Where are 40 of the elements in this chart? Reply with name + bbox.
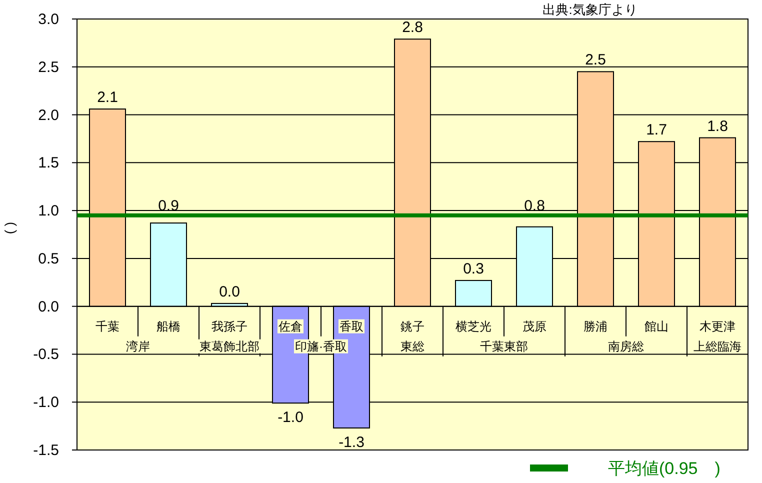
- y-tick-label: -0.5: [33, 346, 59, 364]
- x-tick-label: 船橋: [156, 319, 180, 334]
- x-tick-label: 館山: [644, 319, 668, 334]
- annotation: 東葛飾北部: [200, 339, 260, 354]
- x-tick-label: 勝浦: [584, 319, 608, 334]
- annotation: 上総臨海: [694, 339, 742, 354]
- data-label: -1.0: [278, 409, 304, 426]
- x-tick-label: 横芝光: [456, 319, 492, 334]
- y-tick-label: -1.5: [33, 442, 59, 459]
- annotation: 東総: [400, 339, 424, 354]
- data-label: 2.8: [402, 19, 423, 36]
- x-tick-label: 木更津: [700, 319, 736, 334]
- x-tick-label: 銚子: [400, 319, 424, 334]
- annotation: 千葉東部: [480, 339, 528, 354]
- y-axis-title: ( ): [2, 222, 17, 234]
- source-note: 出典:気象庁より: [542, 2, 638, 17]
- data-label: 0.3: [463, 260, 484, 278]
- data-label: 2.5: [585, 52, 606, 69]
- data-label: 1.7: [646, 122, 667, 139]
- data-label: -1.3: [338, 434, 364, 451]
- x-tick-label: 茂原: [522, 319, 546, 334]
- y-tick-label: 1.5: [38, 154, 59, 172]
- x-tick-label: 香取: [340, 319, 364, 334]
- x-tick-label: 我孫子: [212, 319, 248, 334]
- y-tick-label: -1.0: [33, 394, 59, 412]
- y-tick-label: 2.5: [38, 58, 59, 76]
- legend-label: 平均値(0.95 ): [608, 459, 720, 478]
- y-tick-label: 2.0: [38, 106, 59, 124]
- x-tick-label: 千葉: [96, 319, 120, 334]
- data-label: 1.8: [707, 118, 728, 135]
- y-tick-label: 3.0: [38, 11, 59, 28]
- x-tick-label: 佐倉: [278, 319, 302, 334]
- annotation: 湾岸: [126, 339, 150, 354]
- annotation: 南房総: [608, 339, 644, 354]
- data-label: 0.0: [219, 283, 240, 300]
- annotation: 印旛·香取: [295, 339, 347, 354]
- y-tick-label: 0.5: [38, 250, 59, 268]
- data-label: 2.1: [97, 89, 118, 106]
- y-tick-label: 1.0: [38, 202, 59, 220]
- y-tick-label: 0.0: [38, 298, 59, 316]
